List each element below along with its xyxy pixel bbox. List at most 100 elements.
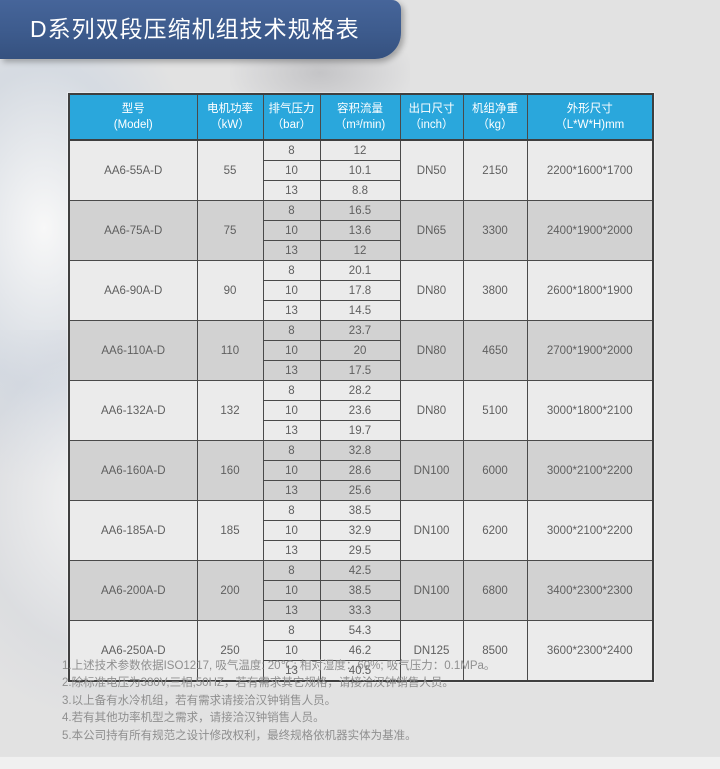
cell-pressure: 8 bbox=[262, 260, 321, 281]
cell-pressure: 13 bbox=[262, 300, 321, 321]
cell-flow: 20.1 bbox=[319, 260, 401, 281]
cell-flow: 46.2 bbox=[319, 640, 401, 661]
cell-dimensions: 3600*2300*2400 bbox=[526, 620, 654, 682]
cell-dimensions: 2400*1900*2000 bbox=[526, 200, 654, 261]
cell-flow: 12 bbox=[319, 139, 401, 161]
cell-model: AA6-185A-D bbox=[68, 500, 198, 561]
cell-pressure: 8 bbox=[262, 139, 321, 161]
cell-outlet: DN50 bbox=[399, 139, 464, 201]
table-row: AA6-55A-D 55 8 12 DN50 2150 2200*1600*1700 bbox=[68, 139, 654, 201]
cell-pressure: 8 bbox=[262, 620, 321, 641]
cell-pressure: 13 bbox=[262, 480, 321, 501]
cell-pressure: 8 bbox=[262, 440, 321, 461]
col-header-weight: 机组净重 （kg） bbox=[462, 93, 528, 141]
cell-weight: 5100 bbox=[462, 380, 528, 441]
cell-flow: 17.8 bbox=[319, 280, 401, 301]
cell-flow: 23.6 bbox=[319, 400, 401, 421]
cell-pressure: 8 bbox=[262, 320, 321, 341]
cell-power: 90 bbox=[196, 260, 264, 321]
cell-outlet: DN80 bbox=[399, 320, 464, 381]
note-line: 2.除标准电压为380V,三相,50HZ，若有需求其它规格，请接洽汉钟销售人员。 bbox=[62, 677, 454, 690]
col-header-pressure: 排气压力 （bar） bbox=[262, 93, 321, 141]
cell-pressure: 10 bbox=[262, 220, 321, 241]
cell-power: 200 bbox=[196, 560, 264, 621]
cell-weight: 8500 bbox=[462, 620, 528, 682]
cell-power: 75 bbox=[196, 200, 264, 261]
cell-dimensions: 3000*2100*2200 bbox=[526, 500, 654, 561]
col-header-dimensions: 外形尺寸 （L*W*H)mm bbox=[526, 93, 654, 141]
cell-flow: 19.7 bbox=[319, 420, 401, 441]
cell-flow: 38.5 bbox=[319, 580, 401, 601]
cell-dimensions: 2700*1900*2000 bbox=[526, 320, 654, 381]
cell-flow: 25.6 bbox=[319, 480, 401, 501]
cell-dimensions: 3000*2100*2200 bbox=[526, 440, 654, 501]
cell-weight: 3300 bbox=[462, 200, 528, 261]
cell-outlet: DN100 bbox=[399, 560, 464, 621]
cell-outlet: DN80 bbox=[399, 260, 464, 321]
cell-outlet: DN100 bbox=[399, 500, 464, 561]
cell-pressure: 10 bbox=[262, 460, 321, 481]
cell-flow: 17.5 bbox=[319, 360, 401, 381]
cell-weight: 3800 bbox=[462, 260, 528, 321]
cell-flow: 29.5 bbox=[319, 540, 401, 561]
cell-outlet: DN80 bbox=[399, 380, 464, 441]
cell-pressure: 8 bbox=[262, 560, 321, 581]
note-line: 4.若有其他功率机型之需求，请接洽汉钟销售人员。 bbox=[62, 712, 325, 725]
cell-model: AA6-90A-D bbox=[68, 260, 198, 321]
screw-rotor-image bbox=[554, 766, 584, 769]
cell-flow: 32.8 bbox=[319, 440, 401, 461]
cell-weight: 2150 bbox=[462, 139, 528, 201]
cell-dimensions: 3400*2300*2300 bbox=[526, 560, 654, 621]
cell-flow: 38.5 bbox=[319, 500, 401, 521]
cell-flow: 14.5 bbox=[319, 300, 401, 321]
cell-power: 55 bbox=[196, 139, 264, 201]
table-row: AA6-185A-D 185 8 38.5 DN100 6200 3000*2100*220… bbox=[68, 500, 654, 561]
cell-pressure: 10 bbox=[262, 640, 321, 661]
cell-pressure: 10 bbox=[262, 160, 321, 181]
table-row: AA6-132A-D 132 8 28.2 DN80 5100 3000*1800*2100 bbox=[68, 380, 654, 441]
cell-pressure: 13 bbox=[262, 660, 321, 682]
cell-outlet: DN125 bbox=[399, 620, 464, 682]
cell-weight: 4650 bbox=[462, 320, 528, 381]
cell-pressure: 8 bbox=[262, 380, 321, 401]
cell-pressure: 10 bbox=[262, 340, 321, 361]
col-header-model: 型号 (Model) bbox=[68, 93, 198, 141]
table-row: AA6-110A-D 110 8 23.7 DN80 4650 2700*1900*2000 bbox=[68, 320, 654, 381]
table-row: AA6-90A-D 90 8 20.1 DN80 3800 2600*1800*1900 bbox=[68, 260, 654, 321]
cell-pressure: 13 bbox=[262, 600, 321, 621]
cell-model: AA6-55A-D bbox=[68, 139, 198, 201]
cell-flow: 23.7 bbox=[319, 320, 401, 341]
spec-table-header: 型号 (Model) 电机功率 （kW） 排气压力 （bar） 容积流量 （m³/min) 出口… bbox=[68, 93, 654, 141]
cell-pressure: 13 bbox=[262, 540, 321, 561]
col-header-outlet: 出口尺寸 （inch） bbox=[399, 93, 464, 141]
bottom-strip bbox=[0, 756, 720, 769]
cell-flow: 10.1 bbox=[319, 160, 401, 181]
col-header-flow: 容积流量 （m³/min) bbox=[319, 93, 401, 141]
table-row: AA6-75A-D 75 8 16.5 DN65 3300 2400*1900*2000 bbox=[68, 200, 654, 261]
cell-pressure: 10 bbox=[262, 400, 321, 421]
cell-weight: 6800 bbox=[462, 560, 528, 621]
cell-pressure: 13 bbox=[262, 360, 321, 381]
cell-flow: 16.5 bbox=[319, 200, 401, 221]
cell-flow: 42.5 bbox=[319, 560, 401, 581]
cell-pressure: 13 bbox=[262, 420, 321, 441]
col-header-power: 电机功率 （kW） bbox=[196, 93, 264, 141]
cell-flow: 40.5 bbox=[319, 660, 401, 682]
cell-flow: 12 bbox=[319, 240, 401, 261]
cell-pressure: 13 bbox=[262, 240, 321, 261]
cell-power: 132 bbox=[196, 380, 264, 441]
cell-power: 250 bbox=[196, 620, 264, 682]
cell-power: 160 bbox=[196, 440, 264, 501]
cell-pressure: 13 bbox=[262, 180, 321, 201]
spec-table-body: AA6-55A-D 55 8 12 DN50 2150 2200*1600*1700 10 10… bbox=[68, 139, 654, 682]
cell-model: AA6-250A-D bbox=[68, 620, 198, 682]
cell-flow: 54.3 bbox=[319, 620, 401, 641]
cell-model: AA6-132A-D bbox=[68, 380, 198, 441]
cell-flow: 28.2 bbox=[319, 380, 401, 401]
cell-outlet: DN65 bbox=[399, 200, 464, 261]
cell-model: AA6-110A-D bbox=[68, 320, 198, 381]
cell-pressure: 10 bbox=[262, 580, 321, 601]
cell-pressure: 8 bbox=[262, 500, 321, 521]
note-line: 3.以上备有水冷机组，若有需求请接洽汉钟销售人员。 bbox=[62, 694, 337, 707]
